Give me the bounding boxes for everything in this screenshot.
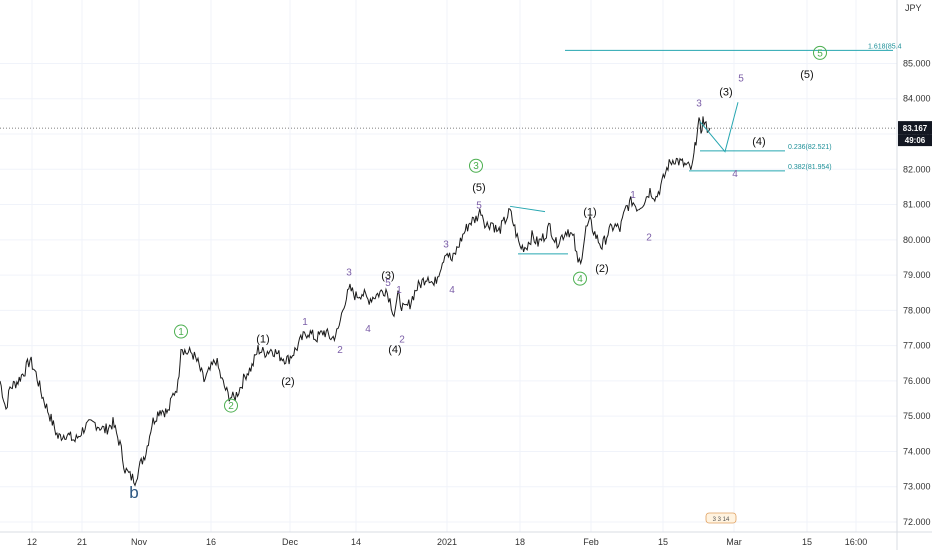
wave-label: (2) <box>595 263 608 275</box>
wave-label: 2 <box>399 335 405 346</box>
x-tick-label: 15 <box>802 537 812 547</box>
wave-label-circle <box>469 158 483 173</box>
event-marker <box>705 512 737 524</box>
x-tick-label: Mar <box>726 537 742 547</box>
wave-label: 2 <box>337 345 343 356</box>
wave-label: (5) <box>472 182 485 194</box>
wave-label-circle <box>174 324 188 339</box>
y-tick-label: 73.000 <box>903 482 931 492</box>
wave-label: 2 <box>228 401 234 412</box>
fib-level-label: 0.236(82.521) <box>788 144 832 151</box>
x-tick-label: 2021 <box>437 537 457 547</box>
x-tick-label: 18 <box>515 537 525 547</box>
wave-label: 4 <box>365 324 371 335</box>
x-tick-label: 16 <box>206 537 216 547</box>
y-tick-label: 82.000 <box>903 164 931 174</box>
y-tick-label: 85.000 <box>903 58 931 68</box>
fib-level-label: 1.618(85.4 <box>868 43 902 50</box>
countdown-tag-box <box>898 134 932 147</box>
wave-label: (4) <box>752 136 765 148</box>
wave-label: 3 <box>443 239 449 250</box>
y-tick-label: 84.000 <box>903 94 931 104</box>
x-tick-label: Dec <box>282 537 299 547</box>
x-tick-label: Feb <box>583 537 599 547</box>
wave-label: (5) <box>800 69 813 81</box>
wave-label: (1) <box>256 334 269 346</box>
y-tick-label: 72.000 <box>903 517 931 527</box>
x-tick-label: 14 <box>351 537 361 547</box>
x-tick-label: 21 <box>77 537 87 547</box>
y-tick-label: 77.000 <box>903 341 931 351</box>
event-marker-label: 3 3 14 <box>713 517 730 523</box>
x-tick-label: Nov <box>131 537 148 547</box>
x-tick-label: 15 <box>658 537 668 547</box>
wave-label: 1 <box>178 327 184 338</box>
wave-label: 5 <box>738 74 744 85</box>
y-tick-label: 78.000 <box>903 305 931 315</box>
trend-line <box>509 205 546 213</box>
wave-label: 1 <box>630 190 636 201</box>
wave-label: 4 <box>732 169 738 180</box>
x-tick-label: 16:00 <box>845 537 868 547</box>
price-tag-box <box>898 121 932 135</box>
y-tick-label: 75.000 <box>903 411 931 421</box>
x-tick-label: 12 <box>27 537 37 547</box>
wave-label-circle <box>224 398 238 413</box>
wave-label: 3 <box>346 268 352 279</box>
y-tick-label: 79.000 <box>903 270 931 280</box>
wave-label: 5 <box>817 48 823 59</box>
wave-label-circle <box>573 271 587 286</box>
price-tag-label: 83.167 <box>903 124 928 133</box>
wave-label: (4) <box>388 344 401 356</box>
wave-label: 5 <box>385 278 391 289</box>
symbol-label: JPY <box>905 3 922 13</box>
wave-label: 5 <box>476 201 482 212</box>
wave-label: (1) <box>583 207 596 219</box>
wave-label-circle <box>813 45 827 60</box>
fib-level-label: 0.382(81.954) <box>788 164 832 171</box>
y-tick-label: 74.000 <box>903 446 931 456</box>
wave-label: (3) <box>719 87 732 99</box>
trend-line <box>699 102 739 153</box>
wave-label: 2 <box>646 232 652 243</box>
wave-label: (2) <box>281 376 294 388</box>
wave-label: b <box>129 483 138 502</box>
price-series-line <box>0 116 711 487</box>
wave-label: 1 <box>302 317 308 328</box>
countdown-tag-label: 49:06 <box>905 136 926 145</box>
y-tick-label: 81.000 <box>903 200 931 210</box>
wave-label: 1 <box>396 285 402 296</box>
y-tick-label: 76.000 <box>903 376 931 386</box>
wave-label: 4 <box>577 274 583 285</box>
wave-label: 3 <box>473 161 479 172</box>
wave-label: 3 <box>696 98 702 109</box>
wave-label: 4 <box>449 285 455 296</box>
wave-label: (3) <box>381 270 394 282</box>
y-tick-label: 80.000 <box>903 235 931 245</box>
